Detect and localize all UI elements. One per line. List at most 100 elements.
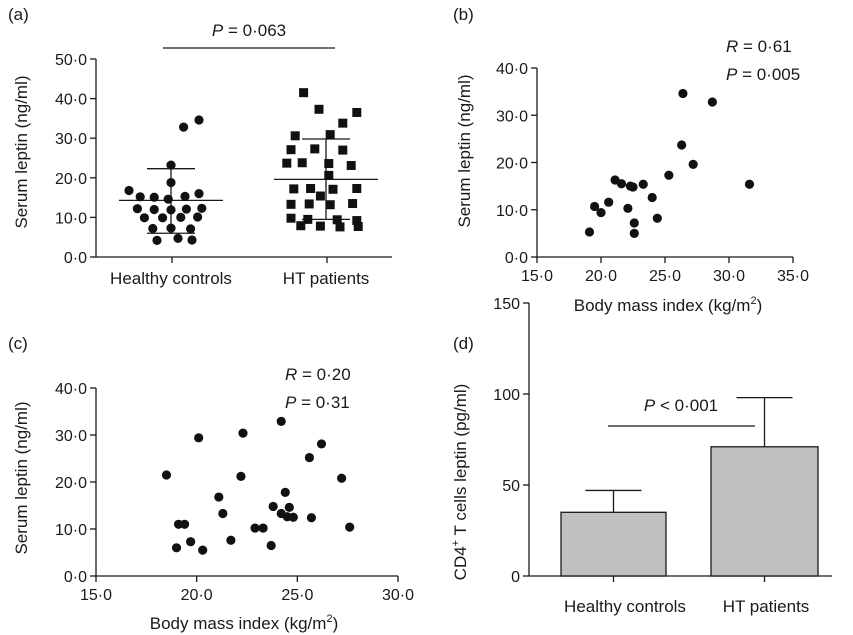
panel-a-data-point: [187, 235, 197, 245]
panel-c-p-value: P = 0·31: [285, 393, 350, 412]
panel-c-data-point: [171, 543, 182, 553]
panel-a-data-point: [296, 221, 306, 231]
panel-b: (b) Serum leptin (ng/ml) Body mass index…: [453, 5, 809, 315]
panel-c-data-point: [345, 522, 355, 532]
panel-d-bar-1: [710, 446, 819, 577]
panel-b-data-point: [652, 213, 662, 223]
panel-c-label: (c): [8, 334, 28, 353]
panel-c-data-point: [218, 508, 228, 519]
panel-b-data-point: [744, 179, 755, 189]
panel-b-x-tick-label: 25·0: [649, 268, 681, 285]
panel-b-data-point: [678, 88, 688, 99]
panel-a-data-point: [194, 115, 204, 125]
panel-a-data-point: [181, 204, 191, 214]
panel-d: (d) CD4+ T cells leptin (pg/ml) Healthy …: [450, 296, 832, 616]
panel-a-data-point: [346, 161, 356, 171]
panel-a-data-point: [193, 212, 203, 222]
panel-c-data-point: [161, 470, 172, 480]
panel-a-data-point: [166, 223, 176, 233]
panel-a-data-point: [148, 223, 158, 234]
panel-b-data-point: [604, 197, 614, 207]
panel-b-y-tick-label: 0·0: [505, 250, 528, 267]
panel-a-data-point: [286, 199, 296, 209]
panel-a-data-point: [179, 122, 189, 132]
panel-b-x-tick-label: 35·0: [777, 268, 809, 285]
panel-b-data-point: [629, 228, 639, 238]
panel-a-data-point: [328, 184, 338, 194]
panel-a-data-point: [194, 189, 204, 199]
panel-c-data-point: [306, 513, 317, 523]
panel-a-data-point: [310, 144, 320, 154]
panel-c-data-point: [337, 473, 347, 483]
panel-d-y-axis-label: CD4+ T cells leptin (pg/ml): [450, 384, 470, 581]
panel-a-y-tick-label: 20·0: [55, 171, 87, 188]
panel-c: (c) Serum leptin (ng/ml) Body mass index…: [8, 334, 414, 633]
panel-c-r-value: R = 0·20: [285, 365, 351, 384]
panel-a-data-point: [139, 213, 149, 223]
panel-a-data-point: [352, 216, 362, 226]
panel-a-data-point: [158, 213, 168, 223]
panel-c-data-point: [236, 471, 246, 481]
panel-a-data-point: [332, 215, 342, 225]
panel-c-y-tick-label: 20·0: [55, 475, 87, 492]
panel-a-data-point: [348, 199, 358, 209]
panel-c-data-point: [316, 439, 327, 449]
panel-d-category-label-1: HT patients: [723, 597, 810, 616]
panel-a-data-point: [352, 107, 362, 117]
panel-b-data-point: [628, 182, 638, 192]
panel-a-data-point: [338, 145, 348, 155]
panel-b-data-point: [677, 140, 687, 150]
panel-d-y-tick-label: 100: [493, 387, 520, 404]
panel-a-label: (a): [8, 5, 29, 24]
panel-c-data-point: [238, 428, 248, 438]
panel-c-data-point: [194, 433, 204, 443]
panel-b-x-tick-label: 30·0: [713, 268, 745, 285]
panel-a: (a) Serum leptin (ng/ml) Healthy control…: [8, 5, 392, 288]
panel-b-x-axis-label: Body mass index (kg/m2): [574, 295, 762, 315]
panel-c-x-tick-label: 15·0: [80, 587, 112, 604]
panel-d-bar-0: [560, 511, 667, 577]
panel-a-data-point: [304, 199, 314, 209]
panel-a-data-point: [315, 191, 325, 201]
panel-c-y-axis-label: Serum leptin (ng/ml): [12, 401, 31, 554]
panel-a-data-point: [180, 191, 190, 202]
panel-a-data-point: [152, 235, 162, 245]
panel-a-data-point: [325, 130, 335, 140]
panel-b-data-point: [584, 227, 595, 237]
panel-b-data-point: [590, 201, 600, 212]
panel-c-data-point: [288, 512, 298, 522]
panel-a-y-tick-label: 0·0: [64, 250, 87, 267]
panel-a-data-point: [132, 204, 142, 214]
panel-c-data-point: [258, 523, 268, 533]
panel-a-data-point: [324, 170, 334, 180]
panel-a-y-tick-label: 40·0: [55, 92, 87, 109]
panel-b-data-point: [707, 97, 717, 107]
panel-b-data-point: [638, 179, 648, 189]
panel-b-r-value: R = 0·61: [726, 37, 792, 56]
panel-d-p-value: P < 0·001: [644, 396, 718, 415]
panel-c-data-point: [250, 523, 260, 533]
panel-a-data-point: [163, 194, 173, 204]
panel-a-data-point: [149, 204, 159, 215]
panel-b-y-tick-label: 10·0: [496, 203, 528, 220]
panel-c-data-point: [268, 501, 278, 512]
panel-a-data-point: [314, 104, 324, 114]
panel-b-data-point: [664, 170, 674, 180]
panel-a-data-point: [306, 183, 316, 193]
panel-a-category-label-1: HT patients: [283, 269, 370, 288]
panel-c-y-tick-label: 30·0: [55, 428, 87, 445]
panel-a-data-point: [303, 214, 313, 224]
panel-c-data-point: [280, 487, 290, 497]
panel-b-x-tick-label: 15·0: [521, 268, 553, 285]
panel-a-category-label-0: Healthy controls: [110, 269, 232, 288]
panel-a-data-point: [299, 88, 309, 98]
panel-c-data-point: [276, 416, 286, 426]
panel-b-y-tick-label: 20·0: [496, 156, 528, 173]
panel-a-y-tick-label: 10·0: [55, 210, 87, 227]
panel-c-data-point: [179, 519, 190, 529]
panel-d-category-label-0: Healthy controls: [564, 597, 686, 616]
panel-c-x-tick-label: 20·0: [181, 587, 213, 604]
panel-b-data-point: [688, 159, 698, 169]
panel-c-data-point: [186, 537, 196, 547]
